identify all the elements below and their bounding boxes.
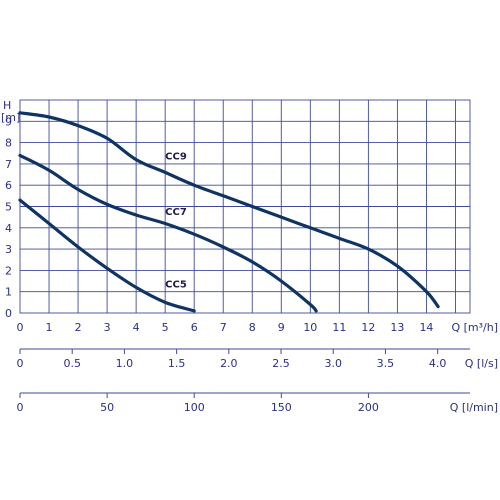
- x-tick-label: 12: [361, 321, 375, 334]
- x-tick-label: 13: [390, 321, 404, 334]
- x-axes: 0 1 2 3 4 5 6 7 8 9 10 11 12 13 14 Q [m³/h]0 0.5 1.0 1.5 2.…: [17, 321, 499, 414]
- x-axis-unit-label: Q [m³/h]: [451, 321, 498, 334]
- x-tick-label: 3: [104, 321, 111, 334]
- curve-label-cc7: CC7: [165, 207, 187, 218]
- curve-label-cc9: CC9: [165, 152, 187, 163]
- x-axis-unit-label: Q [l/min]: [450, 401, 498, 414]
- y-tick-label: 1: [5, 286, 12, 299]
- x-tick-label: 2.0: [220, 357, 238, 370]
- x-tick-label: 5: [162, 321, 169, 334]
- x-tick-label: 50: [100, 401, 114, 414]
- y-tick-label: 2: [5, 264, 12, 277]
- curve-cc5: [18, 198, 196, 313]
- y-axis-label-unit: [m]: [1, 111, 20, 124]
- x-tick-label: 6: [191, 321, 198, 334]
- curve-cc7: [18, 153, 318, 313]
- x-tick-label: 0: [17, 401, 24, 414]
- y-tick-label: 8: [5, 137, 12, 150]
- x-tick-label: 11: [332, 321, 346, 334]
- x-tick-label: 100: [184, 401, 205, 414]
- x-tick-label: 2.5: [272, 357, 290, 370]
- x-tick-label: 4: [133, 321, 140, 334]
- x-tick-label: 0: [17, 357, 24, 370]
- x-tick-label: 3.0: [324, 357, 342, 370]
- y-axis-label-h: H: [3, 99, 11, 112]
- y-tick-label: 9: [5, 115, 12, 128]
- x-tick-label: 1.0: [116, 357, 134, 370]
- x-tick-label: 0.5: [63, 357, 81, 370]
- x-tick-label: 10: [303, 321, 317, 334]
- curve-cc9: [18, 111, 440, 309]
- y-tick-label: 6: [5, 179, 12, 192]
- y-tick-label: 7: [5, 158, 12, 171]
- chart-grid: [19, 99, 471, 314]
- x-tick-label: 0: [17, 321, 24, 334]
- x-tick-label: 9: [278, 321, 285, 334]
- x-tick-label: 3.5: [377, 357, 395, 370]
- x-tick-label: 8: [249, 321, 256, 334]
- y-tick-label: 3: [5, 243, 12, 256]
- x-tick-label: 7: [220, 321, 227, 334]
- x-tick-label: 2: [75, 321, 82, 334]
- x-tick-label: 14: [419, 321, 433, 334]
- y-tick-label: 4: [5, 222, 12, 235]
- y-tick-label: 5: [5, 201, 12, 214]
- x-axis-unit-label: Q [l/s]: [465, 357, 498, 370]
- curve-label-cc5: CC5: [165, 279, 187, 290]
- y-axis-ticks: 0 1 2 3 4 5 6 7 8 9: [5, 115, 12, 320]
- pump-curves: CC9 CC7 CC5: [18, 111, 440, 313]
- x-tick-label: 4.0: [429, 357, 447, 370]
- x-tick-label: 150: [271, 401, 292, 414]
- x-tick-label: 1: [46, 321, 53, 334]
- x-tick-label: 1.5: [168, 357, 186, 370]
- x-tick-label: 200: [358, 401, 379, 414]
- y-tick-label: 0: [5, 307, 12, 320]
